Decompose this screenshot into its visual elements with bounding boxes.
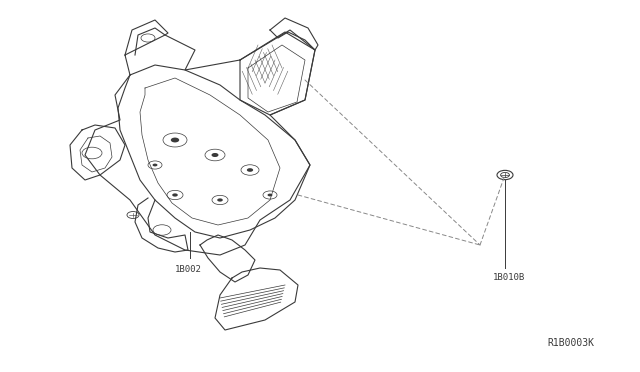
Circle shape (268, 193, 273, 196)
Text: R1B0003K: R1B0003K (547, 338, 594, 348)
Text: 1B010B: 1B010B (493, 273, 525, 282)
Circle shape (211, 153, 218, 157)
Circle shape (152, 164, 157, 166)
Circle shape (171, 138, 179, 142)
Circle shape (217, 198, 223, 202)
Circle shape (247, 168, 253, 172)
Circle shape (172, 193, 178, 197)
Text: 1B002: 1B002 (175, 266, 202, 275)
